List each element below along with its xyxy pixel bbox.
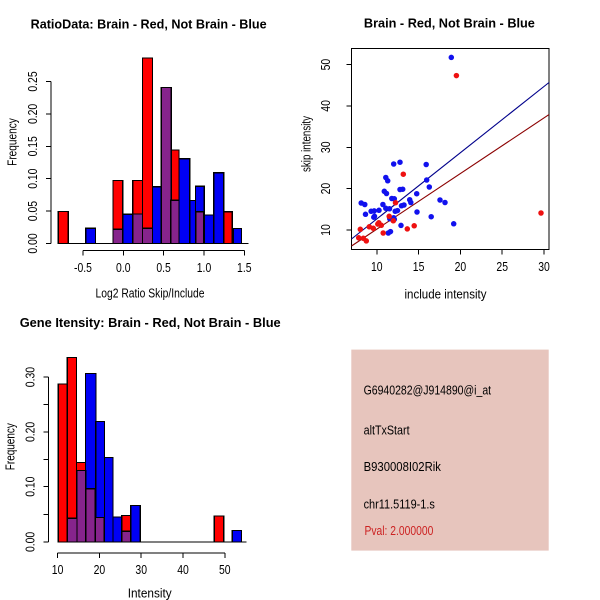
svg-text:30: 30 (318, 142, 333, 154)
svg-text:1.0: 1.0 (197, 260, 212, 275)
svg-text:altTxStart: altTxStart (364, 422, 410, 437)
svg-text:25: 25 (496, 259, 508, 274)
svg-text:10: 10 (318, 224, 333, 236)
svg-text:40: 40 (177, 562, 189, 577)
svg-text:Intensity: Intensity (128, 586, 172, 600)
svg-text:chr11.5119-1.s: chr11.5119-1.s (364, 496, 436, 511)
svg-text:15: 15 (413, 259, 425, 274)
svg-text:0.20: 0.20 (25, 104, 40, 124)
svg-text:30: 30 (538, 259, 550, 274)
svg-text:1.5: 1.5 (237, 260, 252, 275)
svg-text:0.15: 0.15 (25, 136, 40, 156)
svg-text:0.0: 0.0 (116, 260, 131, 275)
svg-text:Pval: 2.000000: Pval: 2.000000 (365, 523, 434, 538)
svg-text:30: 30 (135, 562, 147, 577)
svg-text:0.00: 0.00 (25, 233, 40, 253)
svg-text:10: 10 (52, 562, 64, 577)
svg-text:10: 10 (371, 259, 383, 274)
svg-text:20: 20 (318, 183, 333, 195)
svg-text:0.25: 0.25 (25, 71, 40, 91)
svg-text:0.05: 0.05 (25, 201, 40, 221)
svg-text:0.10: 0.10 (25, 169, 40, 189)
svg-text:0.30: 0.30 (23, 367, 38, 387)
svg-text:40: 40 (318, 100, 333, 112)
svg-text:RatioData: Brain - Red, Not Br: RatioData: Brain - Red, Not Brain - Blue (31, 17, 267, 32)
svg-text:0.10: 0.10 (23, 477, 38, 497)
svg-text:Brain - Red, Not Brain - Blue: Brain - Red, Not Brain - Blue (364, 15, 535, 30)
svg-text:Log2 Ratio Skip/Include: Log2 Ratio Skip/Include (96, 285, 205, 300)
svg-text:50: 50 (318, 59, 333, 71)
svg-text:50: 50 (219, 562, 231, 577)
svg-text:0.20: 0.20 (23, 422, 38, 442)
svg-text:0.5: 0.5 (156, 260, 171, 275)
svg-text:B930008I02Rik: B930008I02Rik (364, 459, 442, 474)
svg-text:Frequency: Frequency (4, 118, 19, 166)
svg-text:0.00: 0.00 (23, 532, 38, 552)
svg-text:Gene Itensity: Brain - Red, No: Gene Itensity: Brain - Red, Not Brain - … (20, 315, 281, 330)
svg-text:include intensity: include intensity (405, 287, 487, 302)
svg-text:20: 20 (455, 259, 467, 274)
svg-text:20: 20 (94, 562, 106, 577)
svg-text:Frequency: Frequency (3, 423, 18, 470)
svg-text:-0.5: -0.5 (74, 260, 92, 275)
svg-text:G6940282@J914890@i_at: G6940282@J914890@i_at (364, 382, 492, 397)
svg-text:skip intensity: skip intensity (299, 116, 314, 172)
